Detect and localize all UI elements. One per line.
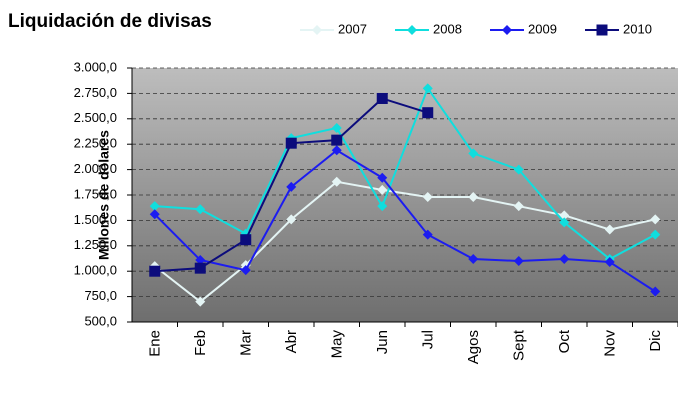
data-point: [286, 214, 297, 225]
x-tick-label: Mar: [238, 330, 255, 356]
data-point: [513, 256, 524, 267]
legend-marker: [407, 25, 417, 35]
data-point: [422, 107, 434, 119]
chart-title: Liquidación de divisas: [8, 11, 212, 32]
y-tick-label: 2.500,0: [74, 110, 117, 125]
data-point: [331, 145, 342, 156]
legend-label: 2008: [433, 21, 462, 36]
data-point: [240, 234, 252, 246]
x-tick-label: Sept: [511, 329, 528, 361]
data-point: [422, 192, 433, 203]
data-point: [194, 262, 206, 274]
x-tick-label: Jun: [374, 330, 391, 354]
y-tick-label: 1.000,0: [74, 263, 117, 278]
x-tick-label: Agos: [465, 330, 482, 364]
legend-label: 2009: [528, 21, 557, 36]
x-tick-label: Jul: [420, 330, 437, 349]
legend-marker: [312, 25, 322, 35]
data-point: [650, 286, 661, 297]
data-point: [468, 192, 479, 203]
y-tick-label: 2.750,0: [74, 85, 117, 100]
y-tick-label: 500,0: [84, 313, 117, 328]
data-point: [604, 224, 615, 235]
data-point: [468, 148, 479, 159]
data-point: [377, 201, 388, 212]
data-point: [377, 172, 388, 183]
y-tick-label: 1.750,0: [74, 186, 117, 201]
data-point: [149, 209, 160, 220]
data-point: [559, 217, 570, 228]
data-point: [195, 296, 206, 307]
data-point: [149, 201, 160, 212]
y-tick-label: 3.000,0: [74, 59, 117, 74]
legend-label: 2010: [623, 21, 652, 36]
data-point: [240, 265, 251, 276]
x-tick-label: Nov: [602, 330, 619, 357]
y-tick-label: 750,0: [84, 288, 117, 303]
data-point: [468, 254, 479, 265]
y-axis-label: Millones de dólares: [96, 130, 112, 260]
data-point: [422, 229, 433, 240]
data-point: [285, 137, 297, 149]
data-point: [559, 254, 570, 265]
series-line: [154, 149, 656, 293]
series-line: [154, 180, 656, 303]
x-tick-label: Oct: [556, 329, 573, 353]
y-tick-label: 1.250,0: [74, 237, 117, 252]
data-point: [331, 122, 342, 133]
data-point: [513, 201, 524, 212]
x-tick-label: Ene: [147, 330, 164, 357]
y-tick-label: 2.250,0: [74, 136, 117, 151]
y-tick-label: 1.500,0: [74, 212, 117, 227]
data-point: [422, 83, 433, 94]
data-point: [650, 229, 661, 240]
x-tick-label: May: [329, 330, 346, 359]
data-point: [286, 181, 297, 192]
data-point: [331, 176, 342, 187]
legend-label: 2007: [338, 21, 367, 36]
data-point: [195, 204, 206, 215]
data-point: [604, 257, 615, 268]
y-tick-label: 2.000,0: [74, 161, 117, 176]
data-point: [376, 92, 388, 104]
data-point: [149, 265, 161, 277]
series-line: [154, 86, 656, 261]
x-tick-label: Abr: [283, 330, 300, 353]
legend-marker: [596, 24, 608, 36]
data-point: [650, 214, 661, 225]
x-tick-label: Feb: [192, 330, 209, 356]
data-point: [377, 184, 388, 195]
data-point: [559, 210, 570, 221]
data-point: [195, 255, 206, 266]
data-point: [331, 134, 343, 146]
legend-marker: [502, 25, 512, 35]
x-tick-label: Dic: [647, 330, 664, 352]
data-point: [513, 164, 524, 175]
